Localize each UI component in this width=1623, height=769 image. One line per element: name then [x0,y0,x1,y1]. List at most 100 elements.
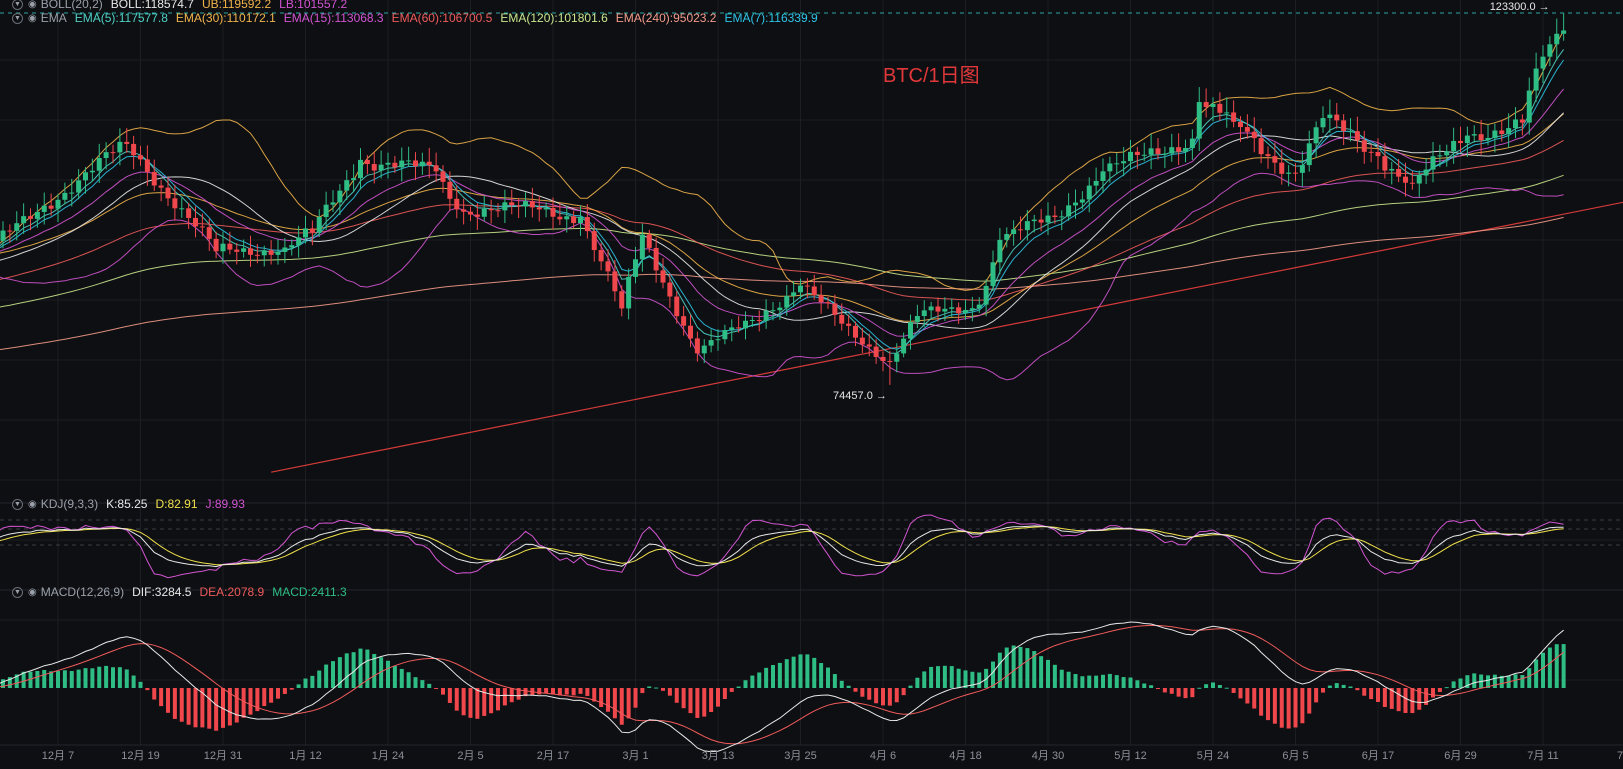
candle-body [1444,151,1450,156]
macd-histogram-bar [7,677,12,688]
candle-body [529,201,535,208]
candle-body [1134,151,1140,156]
ema30-line [0,113,1564,322]
macd-hist-value: MACD:2411.3 [272,585,347,599]
macd-histogram-bar [76,669,81,688]
eye-icon[interactable]: ◉ [28,498,37,510]
macd-histogram-bar [1307,688,1312,714]
macd-histogram-bar [970,671,975,688]
macd-histogram-bar [1362,688,1367,696]
macd-histogram-bar [1039,656,1044,688]
macd-histogram-bar [1204,684,1209,688]
macd-histogram-bar [736,686,741,688]
x-tick-label: 4月 30 [1032,750,1064,762]
macd-histogram-bar [1465,675,1470,688]
macd-histogram-bar [475,688,480,719]
candle-body [124,141,130,144]
candle-body [1279,162,1285,174]
macd-histogram-bar [1252,688,1257,709]
macd-histogram-bar [963,670,968,688]
candle-body [749,320,755,322]
candle-body [791,292,797,296]
macd-histogram-bar [867,688,872,700]
macd-histogram-bar [1541,652,1545,688]
macd-histogram-bar [1231,688,1236,693]
macd-histogram-bar [991,661,995,688]
macd-histogram-bar [1472,673,1477,688]
candle-body [1368,151,1374,153]
macd-histogram-bar [984,668,989,688]
macd-histogram-bar [812,657,817,688]
candle-body [901,338,907,354]
candle-body [323,204,329,218]
candle-body [1169,147,1175,154]
candle-body [76,180,82,193]
candle-body [1155,148,1161,154]
chevron-down-icon[interactable]: ▼ [12,12,23,24]
candle-body [1203,102,1209,107]
candle-body [358,159,363,179]
chevron-down-icon[interactable]: ▼ [12,0,23,10]
candle-body [1416,175,1422,184]
ema-legend: ▼ ◉ EMA EMA(5):117577.8 EMA(30):110172.1… [0,9,826,27]
candle-body [1396,168,1402,177]
candle-body [681,316,687,326]
ema60-line [0,139,1564,301]
candle-body [1231,112,1237,122]
macd-histogram-bar [241,688,246,718]
candle-body [21,216,27,224]
macd-histogram-bar [716,688,720,707]
candle-body [1327,114,1333,119]
macd-histogram-bar [1101,674,1105,688]
macd-histogram-bar [117,667,122,688]
macd-histogram-bar [1149,685,1154,688]
ema7-value: EMA(7):116339.9 [724,11,818,25]
macd-histogram-bar [344,653,349,688]
macd-legend-name: MACD(12,26,9) [40,585,125,599]
chevron-down-icon[interactable]: ▼ [12,586,23,598]
x-tick-label: 1月 24 [372,750,404,762]
candle-body [206,227,212,239]
macd-histogram-bar [1025,648,1030,688]
macd-histogram-bar [777,662,782,688]
eye-icon[interactable]: ◉ [28,0,37,10]
candle-body [371,164,377,171]
macd-histogram-bar [640,688,645,694]
macd-histogram-bar [172,688,177,719]
support-trendline [271,201,1623,473]
macd-histogram-bar [42,669,47,688]
candle-body [1100,171,1106,181]
eye-icon[interactable]: ◉ [28,12,37,24]
chevron-down-icon[interactable]: ▼ [12,498,23,510]
macd-histogram-bar [14,674,19,688]
candle-body [138,155,143,160]
candle-body [151,171,157,186]
macd-histogram-bar [805,654,810,688]
kdj-legend-name: KDJ(9,3,3) [40,497,99,511]
candle-body [1162,153,1168,155]
boll-legend: ▼ ◉ BOLL(20,2) BOLL:118574.7 UB:119592.2… [0,0,355,13]
macd-histogram-bar [1073,674,1078,688]
candle-body [117,141,123,153]
candle-body [440,171,446,182]
candle-body [1409,182,1415,184]
candle-body [1265,154,1271,157]
annotations: 123300.0 → 74457.0 → [0,1,1623,402]
macd-histogram-bar [1004,647,1009,688]
candle-body [1451,140,1457,152]
macd-histogram-bar [1396,688,1401,712]
macd-histogram-bar [826,667,830,688]
macd-histogram-bar [372,653,377,688]
candle-body [853,325,858,338]
kdj-k-value: K:85.25 [106,497,148,511]
eye-icon[interactable]: ◉ [28,586,37,598]
candle-body [990,262,996,286]
candle-body [578,217,583,224]
macd-histogram-bar [496,688,500,711]
candle-body [468,211,473,215]
macd-dea-line [0,624,1564,745]
candle-body [199,226,205,228]
macd-histogram-bar [1334,683,1339,688]
